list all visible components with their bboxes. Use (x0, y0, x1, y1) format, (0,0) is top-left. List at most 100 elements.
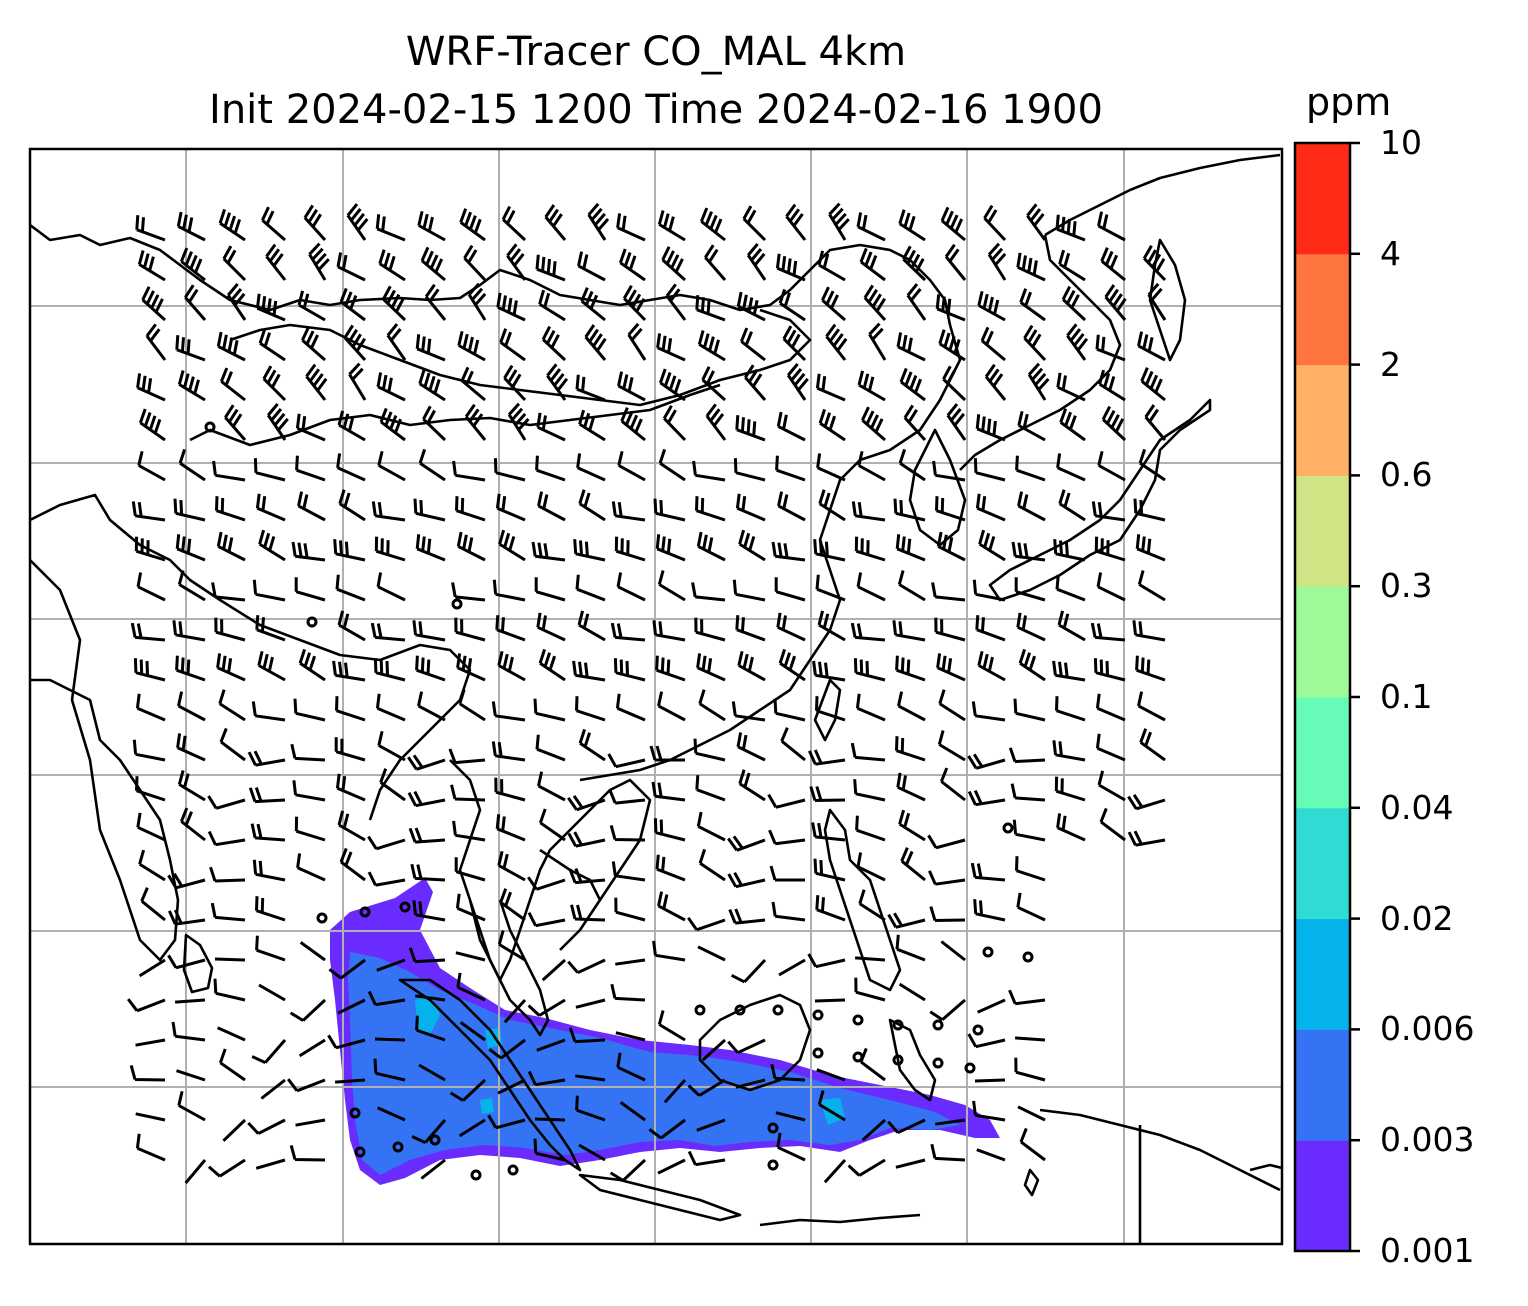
wind-barb (1127, 793, 1166, 811)
wind-barb (577, 610, 606, 642)
wind-barb (463, 244, 487, 282)
wind-barb (817, 1090, 846, 1122)
wind-barb (701, 1038, 727, 1062)
wind-barb (1090, 622, 1126, 642)
wind-barb (572, 660, 606, 682)
wind-barb (460, 366, 486, 402)
wind-barb (770, 1063, 806, 1082)
wind-barb (1052, 660, 1086, 682)
wind-barb (614, 897, 646, 922)
wind-barb (614, 536, 646, 562)
wind-barb (825, 323, 848, 361)
wind-barb (930, 1143, 966, 1162)
wind-barb (782, 325, 807, 362)
wind-barb (332, 660, 366, 682)
wind-barb (736, 291, 766, 322)
wind-barb (218, 1048, 246, 1082)
wind-barb (506, 243, 527, 281)
wind-barb (308, 242, 330, 281)
wind-barb (1097, 211, 1126, 242)
wind-barb (452, 460, 486, 482)
wind-barb (663, 1078, 687, 1104)
calm-marker (451, 598, 463, 610)
colorbar-tick-label: 0.6 (1380, 455, 1433, 495)
wind-barb (336, 252, 366, 282)
wind-barb (727, 1038, 766, 1055)
wind-barb (214, 957, 246, 962)
wind-barb (458, 689, 486, 722)
wind-barb (622, 285, 647, 322)
wind-barb (897, 570, 926, 602)
wind-barb (609, 1158, 647, 1182)
wind-barb (180, 247, 206, 282)
wind-barb (575, 696, 606, 722)
wind-barb (458, 1118, 486, 1138)
wind-barb (656, 333, 686, 362)
calm-marker (359, 906, 371, 918)
wind-barb (220, 367, 246, 402)
wind-barb (847, 1158, 886, 1177)
wind-barb (892, 620, 926, 642)
wind-barb (491, 741, 526, 762)
wind-barb (507, 402, 530, 441)
wind-barb (970, 862, 1006, 882)
wind-barb (348, 362, 367, 401)
wind-barb (255, 293, 286, 322)
wind-barb (785, 203, 807, 241)
wind-barb (653, 818, 686, 842)
wind-barb (377, 450, 406, 482)
wind-barb (412, 620, 446, 642)
wind-barb (374, 1037, 406, 1042)
calm-marker (392, 1141, 404, 1153)
wind-barb (1056, 372, 1086, 402)
calm-marker (204, 421, 216, 433)
wind-barb (138, 408, 166, 442)
wind-barb (1019, 288, 1046, 322)
wind-barb (294, 816, 326, 842)
wind-barb (337, 810, 366, 842)
wind-barb (252, 579, 286, 602)
wind-barb (293, 698, 326, 722)
wind-barb (175, 655, 206, 682)
wind-barb (1015, 856, 1046, 882)
wind-barb (854, 956, 886, 962)
wind-barb (215, 496, 246, 522)
wind-barb (704, 244, 727, 281)
wind-barb (417, 210, 446, 242)
wind-barb (339, 847, 366, 882)
calm-marker (734, 1004, 746, 1016)
wind-barb (255, 493, 286, 522)
wind-barb (289, 1145, 326, 1162)
wind-barb (343, 324, 367, 362)
wind-barb (776, 612, 806, 642)
wind-barb (658, 448, 686, 482)
wind-barb (501, 205, 527, 242)
wind-barb (736, 732, 766, 762)
wind-barb (578, 409, 606, 442)
wind-barb (742, 205, 767, 242)
wind-barb (497, 850, 526, 882)
wind-barb (584, 324, 607, 361)
wind-barb (456, 972, 486, 1002)
wind-barb (611, 861, 646, 882)
wind-barb (856, 852, 886, 882)
plot-frame (28, 147, 1284, 1246)
calm-marker (354, 1146, 366, 1158)
wind-barb (973, 458, 1006, 482)
wind-barb (575, 574, 606, 602)
wind-barb (503, 364, 527, 402)
wind-barb (1016, 612, 1046, 642)
wind-barb (657, 1010, 686, 1042)
wind-barb (498, 529, 526, 562)
wind-barb (1023, 324, 1047, 362)
wind-barb (337, 410, 366, 442)
wind-barb (936, 531, 966, 562)
calm-marker (306, 616, 318, 628)
wind-barb (177, 691, 206, 722)
wind-barb (732, 579, 766, 602)
colorbar-tick-label: 10 (1380, 123, 1422, 162)
wind-barb (379, 407, 406, 442)
wind-barb (135, 1112, 166, 1122)
wind-barb (375, 214, 406, 242)
wind-barb (938, 329, 966, 362)
